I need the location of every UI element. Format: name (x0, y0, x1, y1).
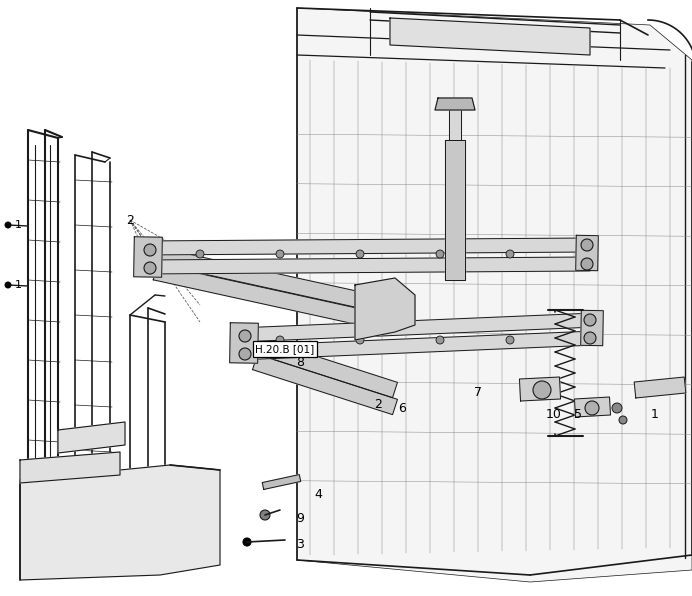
Polygon shape (238, 331, 595, 360)
Circle shape (436, 250, 444, 258)
Text: 1: 1 (15, 220, 21, 230)
Polygon shape (445, 140, 465, 280)
Polygon shape (253, 337, 397, 398)
Text: 10: 10 (546, 408, 562, 421)
Circle shape (584, 314, 596, 326)
Circle shape (581, 258, 593, 270)
Circle shape (436, 336, 444, 344)
Circle shape (144, 262, 156, 274)
Text: 1: 1 (15, 280, 21, 290)
Polygon shape (238, 313, 595, 342)
Polygon shape (134, 237, 163, 277)
Circle shape (144, 244, 156, 256)
Polygon shape (230, 323, 258, 363)
Text: 1: 1 (651, 408, 659, 421)
Circle shape (356, 250, 364, 258)
Circle shape (506, 336, 514, 344)
Text: 4: 4 (314, 488, 322, 501)
Polygon shape (154, 264, 362, 325)
Circle shape (5, 282, 11, 288)
Polygon shape (390, 18, 590, 55)
Polygon shape (449, 100, 461, 140)
Circle shape (5, 222, 11, 228)
Polygon shape (355, 278, 415, 340)
Polygon shape (297, 8, 692, 582)
Polygon shape (142, 238, 590, 255)
Circle shape (585, 401, 599, 415)
Text: 2: 2 (374, 398, 382, 411)
Text: 8: 8 (296, 355, 304, 368)
Circle shape (276, 336, 284, 344)
Circle shape (619, 416, 627, 424)
Text: 6: 6 (398, 402, 406, 414)
Circle shape (243, 538, 251, 546)
Circle shape (196, 250, 204, 258)
Text: 2: 2 (126, 213, 134, 226)
Polygon shape (634, 377, 686, 398)
Circle shape (612, 403, 622, 413)
Circle shape (533, 381, 551, 399)
Text: 9: 9 (296, 511, 304, 524)
Polygon shape (435, 98, 475, 110)
Circle shape (239, 348, 251, 360)
Polygon shape (58, 422, 125, 453)
Polygon shape (20, 452, 120, 483)
Circle shape (356, 336, 364, 344)
Text: 5: 5 (574, 408, 582, 421)
Polygon shape (253, 355, 397, 415)
Circle shape (581, 239, 593, 251)
Polygon shape (520, 377, 561, 401)
Circle shape (239, 330, 251, 342)
Circle shape (506, 250, 514, 258)
Polygon shape (262, 474, 301, 489)
Polygon shape (142, 257, 590, 274)
Text: 7: 7 (474, 386, 482, 399)
Polygon shape (20, 465, 220, 580)
Text: H.20.B [01]: H.20.B [01] (255, 344, 315, 354)
Polygon shape (154, 247, 362, 308)
Text: 3: 3 (296, 539, 304, 551)
Polygon shape (574, 397, 610, 417)
Polygon shape (576, 235, 599, 271)
Circle shape (276, 250, 284, 258)
Circle shape (260, 510, 270, 520)
Circle shape (584, 332, 596, 344)
Polygon shape (581, 311, 603, 346)
